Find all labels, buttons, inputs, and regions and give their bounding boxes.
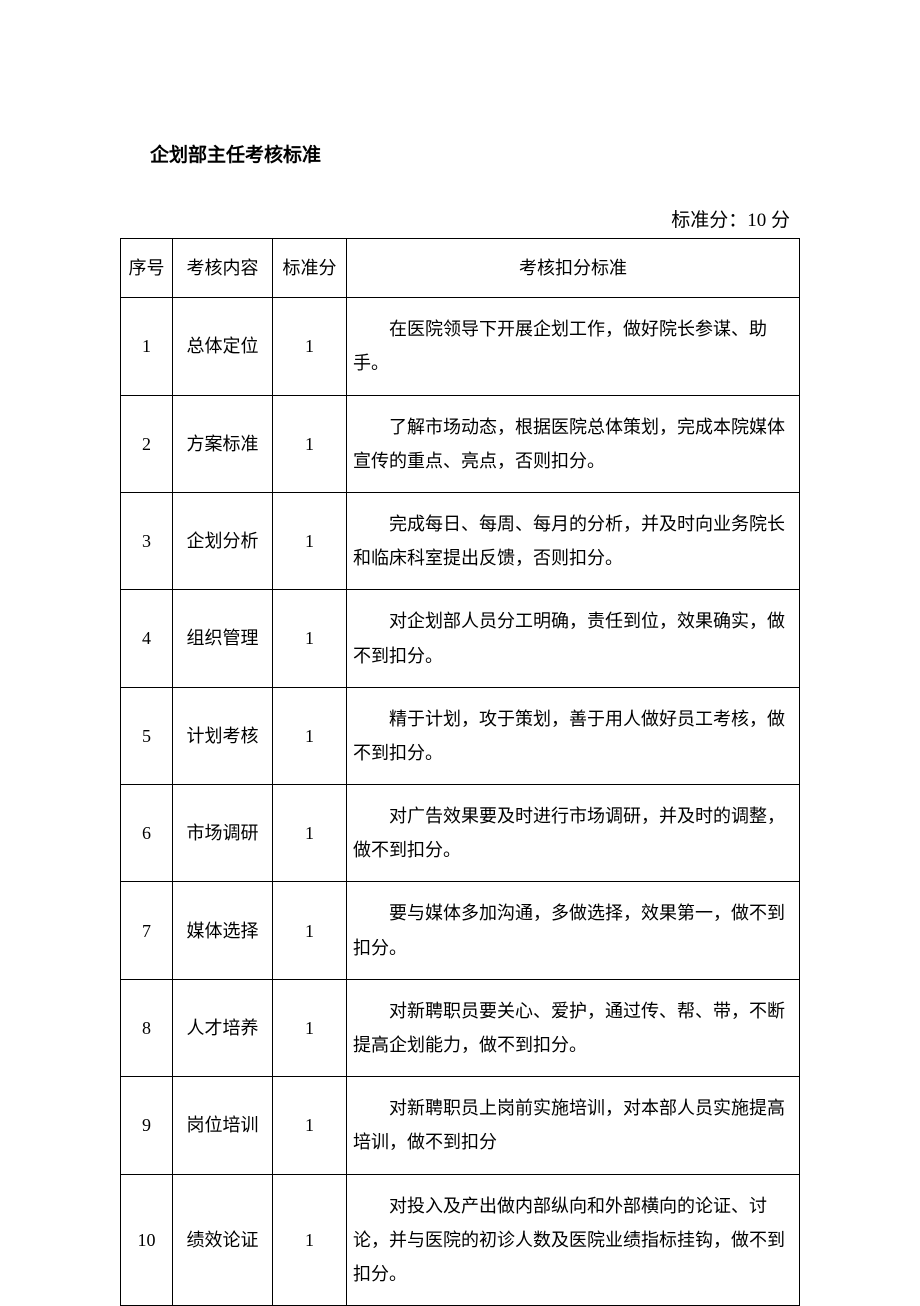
cell-seq: 9 xyxy=(121,1077,173,1174)
table-row: 9岗位培训1对新聘职员上岗前实施培训，对本部人员实施提高培训，做不到扣分 xyxy=(121,1077,800,1174)
cell-score: 1 xyxy=(273,298,347,395)
cell-criteria: 了解市场动态，根据医院总体策划，完成本院媒体宣传的重点、亮点，否则扣分。 xyxy=(347,395,800,492)
cell-score: 1 xyxy=(273,492,347,589)
cell-score: 1 xyxy=(273,1077,347,1174)
cell-criteria: 对新聘职员要关心、爱护，通过传、帮、带，不断提高企划能力，做不到扣分。 xyxy=(347,979,800,1076)
cell-criteria: 精于计划，攻于策划，善于用人做好员工考核，做不到扣分。 xyxy=(347,687,800,784)
table-row: 8人才培养1对新聘职员要关心、爱护，通过传、帮、带，不断提高企划能力，做不到扣分… xyxy=(121,979,800,1076)
cell-seq: 6 xyxy=(121,785,173,882)
header-content: 考核内容 xyxy=(173,239,273,298)
cell-seq: 1 xyxy=(121,298,173,395)
cell-score: 1 xyxy=(273,687,347,784)
table-row: 5计划考核1精于计划，攻于策划，善于用人做好员工考核，做不到扣分。 xyxy=(121,687,800,784)
cell-criteria: 对新聘职员上岗前实施培训，对本部人员实施提高培训，做不到扣分 xyxy=(347,1077,800,1174)
table-row: 3企划分析1完成每日、每周、每月的分析，并及时向业务院长和临床科室提出反馈，否则… xyxy=(121,492,800,589)
table-header-row: 序号 考核内容 标准分 考核扣分标准 xyxy=(121,239,800,298)
header-score: 标准分 xyxy=(273,239,347,298)
cell-content: 计划考核 xyxy=(173,687,273,784)
cell-content: 组织管理 xyxy=(173,590,273,687)
cell-criteria: 对投入及产出做内部纵向和外部横向的论证、讨论，并与医院的初诊人数及医院业绩指标挂… xyxy=(347,1174,800,1306)
cell-seq: 2 xyxy=(121,395,173,492)
cell-content: 企划分析 xyxy=(173,492,273,589)
cell-score: 1 xyxy=(273,785,347,882)
cell-seq: 10 xyxy=(121,1174,173,1306)
table-row: 1总体定位1在医院领导下开展企划工作，做好院长参谋、助手。 xyxy=(121,298,800,395)
cell-content: 岗位培训 xyxy=(173,1077,273,1174)
cell-seq: 8 xyxy=(121,979,173,1076)
cell-content: 总体定位 xyxy=(173,298,273,395)
cell-criteria: 在医院领导下开展企划工作，做好院长参谋、助手。 xyxy=(347,298,800,395)
standard-score-label: 标准分：10 分 xyxy=(120,205,800,232)
cell-score: 1 xyxy=(273,979,347,1076)
table-row: 2方案标准1了解市场动态，根据医院总体策划，完成本院媒体宣传的重点、亮点，否则扣… xyxy=(121,395,800,492)
cell-score: 1 xyxy=(273,395,347,492)
table-row: 6市场调研1对广告效果要及时进行市场调研，并及时的调整，做不到扣分。 xyxy=(121,785,800,882)
cell-score: 1 xyxy=(273,882,347,979)
cell-seq: 3 xyxy=(121,492,173,589)
cell-criteria: 对广告效果要及时进行市场调研，并及时的调整，做不到扣分。 xyxy=(347,785,800,882)
cell-content: 媒体选择 xyxy=(173,882,273,979)
table-row: 7媒体选择1要与媒体多加沟通，多做选择，效果第一，做不到扣分。 xyxy=(121,882,800,979)
cell-score: 1 xyxy=(273,1174,347,1306)
cell-content: 绩效论证 xyxy=(173,1174,273,1306)
header-seq: 序号 xyxy=(121,239,173,298)
cell-content: 市场调研 xyxy=(173,785,273,882)
cell-score: 1 xyxy=(273,590,347,687)
cell-content: 人才培养 xyxy=(173,979,273,1076)
cell-seq: 7 xyxy=(121,882,173,979)
cell-criteria: 完成每日、每周、每月的分析，并及时向业务院长和临床科室提出反馈，否则扣分。 xyxy=(347,492,800,589)
assessment-table: 序号 考核内容 标准分 考核扣分标准 1总体定位1在医院领导下开展企划工作，做好… xyxy=(120,238,800,1306)
cell-criteria: 对企划部人员分工明确，责任到位，效果确实，做不到扣分。 xyxy=(347,590,800,687)
cell-content: 方案标准 xyxy=(173,395,273,492)
cell-seq: 5 xyxy=(121,687,173,784)
cell-criteria: 要与媒体多加沟通，多做选择，效果第一，做不到扣分。 xyxy=(347,882,800,979)
cell-seq: 4 xyxy=(121,590,173,687)
header-criteria: 考核扣分标准 xyxy=(347,239,800,298)
table-row: 4组织管理1对企划部人员分工明确，责任到位，效果确实，做不到扣分。 xyxy=(121,590,800,687)
table-row: 10绩效论证1对投入及产出做内部纵向和外部横向的论证、讨论，并与医院的初诊人数及… xyxy=(121,1174,800,1306)
document-title: 企划部主任考核标准 xyxy=(150,140,800,167)
